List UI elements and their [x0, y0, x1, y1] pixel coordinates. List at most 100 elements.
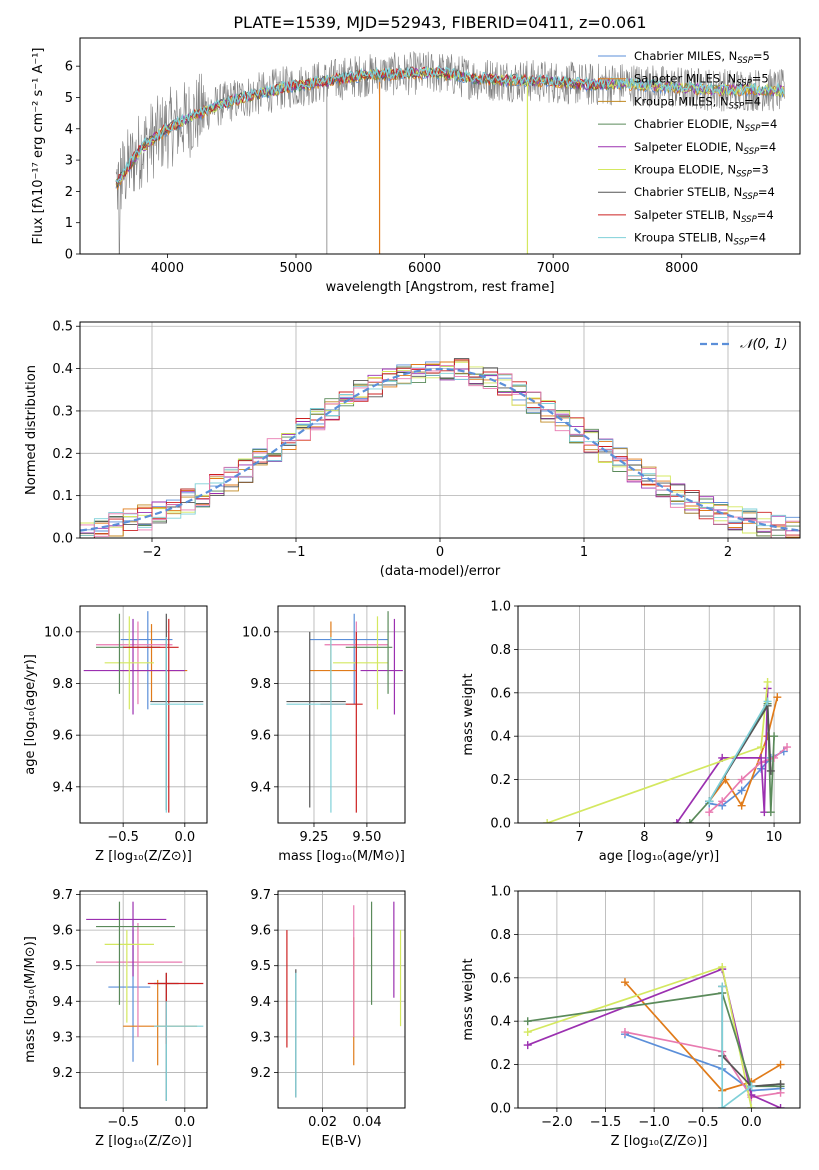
x-tick-label: 5000: [279, 261, 312, 276]
x-tick-label: −1: [286, 545, 305, 560]
panel-weight_vs_age: 7 8 9 10 0.0 0.2 0.4 0.6 0.8 1.0 age [log₁₀(age/yr…: [461, 600, 801, 864]
y-tick-label: 0.6: [490, 971, 511, 986]
weight-marker: [770, 732, 779, 741]
weight-marker: [620, 978, 629, 987]
legend-subscript: SSP: [729, 101, 745, 111]
legend-label: Salpeter ELODIE, N: [634, 140, 744, 154]
x-tick-label: 0.04: [353, 1115, 382, 1130]
x-tick-label: −0.5: [687, 1115, 719, 1130]
x-tick-label: −2.0: [541, 1115, 573, 1130]
weight-marker: [763, 697, 772, 706]
x-tick-label: −0.5: [107, 830, 139, 845]
weight-line-kroupa-stelib: [708, 701, 769, 802]
legend-subscript: SSP: [745, 124, 761, 134]
y-tick-label: 0.4: [52, 362, 73, 377]
legend-count: =4: [758, 185, 775, 199]
legend-count: =4: [759, 140, 776, 154]
y-tick-label: 0.8: [490, 643, 511, 658]
weight-marker: [766, 766, 775, 775]
y-tick-label: 4: [65, 122, 73, 137]
model-line-salpeter-stelib: [115, 66, 607, 184]
weight-marker: [718, 797, 727, 806]
y-tick-label: 9.3: [250, 1030, 271, 1045]
weight-marker: [705, 808, 714, 817]
legend-entry: Salpeter ELODIE, NSSP=4: [634, 140, 776, 157]
x-axis-label: (data-model)/error: [380, 564, 501, 579]
model-line-chabrier-stelib: [115, 66, 607, 188]
weight-marker: [705, 797, 714, 806]
legend-label: Chabrier ELODIE, N: [634, 117, 745, 131]
figure-title: PLATE=1539, MJD=52943, FIBERID=0411, z=0…: [233, 13, 646, 32]
y-axis-label: Normed distribution: [24, 365, 39, 495]
weight-marker: [766, 808, 775, 817]
weight-marker: [747, 1082, 756, 1091]
weight-marker: [757, 753, 766, 762]
legend-entry: Chabrier ELODIE, NSSP=4: [634, 117, 777, 134]
y-tick-label: 0.5: [52, 320, 73, 335]
grid: [80, 606, 207, 823]
x-tick-label: 0: [436, 545, 444, 560]
panel-age_vs_mass: 9.25 9.50 9.4 9.6 9.8 10.0 mass [log₁₀(M/M⊙)]: [242, 605, 406, 864]
y-axis-label: mass weight: [461, 673, 476, 755]
y-tick-label: 2: [65, 185, 73, 200]
legend-count: =4: [757, 208, 774, 222]
axes-frame: [79, 37, 801, 255]
weight-line-pink: [624, 1031, 781, 1099]
y-tick-label: 9.4: [250, 995, 271, 1010]
legend-entry: Chabrier MILES, NSSP=5: [634, 49, 770, 66]
legend-label: Kroupa ELODIE, N: [634, 163, 736, 177]
x-tick-label: 9.50: [352, 830, 381, 845]
weight-marker: [776, 1060, 785, 1069]
weight-marker: [718, 962, 727, 971]
panel-residuals: −2 −1 0 1 2 0.0 0.1 0.2 0.3 0.4 0.5 (data-model)/er…: [24, 320, 801, 579]
legend-count: =5: [752, 72, 769, 86]
x-axis-label: mass [log₁₀(M/M⊙)]: [278, 849, 405, 864]
legend-label: Salpeter STELIB, N: [634, 208, 741, 222]
y-tick-label: 0.0: [490, 1102, 511, 1117]
y-tick-label: 0.2: [52, 447, 73, 462]
legend-entry: Kroupa ELODIE, NSSP=3: [634, 163, 769, 180]
axes-frame: [79, 321, 801, 539]
grid: [518, 890, 800, 1109]
grid: [80, 891, 207, 1108]
plot-area: [80, 358, 800, 538]
legend-label: Kroupa STELIB, N: [634, 231, 734, 245]
panel-mass_vs_EBV: 0.02 0.04 9.2 9.3 9.4 9.5 9.6 9.7 E(B-V): [250, 888, 406, 1149]
y-tick-label: 9.8: [250, 677, 271, 692]
weight-marker: [737, 786, 746, 795]
weight-marker: [737, 775, 746, 784]
x-tick-label: 2: [724, 545, 732, 560]
legend-entry: Kroupa MILES, NSSP=4: [634, 94, 761, 111]
plot-area: [83, 611, 204, 813]
y-tick-label: 0: [65, 248, 73, 263]
x-axis-label: Z [log₁₀(Z/Z⊙)]: [95, 849, 192, 864]
weight-marker: [523, 1017, 532, 1026]
weight-marker: [776, 1080, 785, 1089]
y-tick-label: 9.4: [250, 780, 271, 795]
y-tick-label: 0.4: [490, 1015, 511, 1030]
axes-frame: [79, 890, 208, 1109]
plot-area: [115, 50, 785, 254]
weight-marker: [672, 819, 681, 823]
x-tick-label: 0.0: [741, 1115, 762, 1130]
y-axis-label: Flux [fλ10⁻¹⁷ erg cm⁻² s⁻¹ A⁻¹]: [31, 48, 46, 245]
x-tick-label: 10: [766, 830, 783, 845]
axes-frame: [277, 605, 406, 824]
weight-marker: [747, 1104, 756, 1108]
plot-area: [523, 962, 785, 1108]
legend-entry: Kroupa STELIB, NSSP=4: [634, 231, 766, 248]
weight-marker: [757, 743, 766, 752]
weight-marker: [718, 982, 727, 991]
legend-subscript: SSP: [736, 79, 752, 89]
weight-line-salpeter-miles: [624, 981, 782, 1092]
legend-label: Salpeter MILES, N: [634, 72, 736, 86]
histogram-chabrier-stelib: [80, 358, 800, 538]
weight-marker: [685, 819, 694, 823]
x-tick-label: 0.02: [308, 1115, 337, 1130]
legend-entry: Chabrier STELIB, NSSP=4: [634, 185, 775, 202]
legend-subscript: SSP: [742, 192, 758, 202]
y-tick-label: 9.5: [250, 959, 271, 974]
x-tick-label: 1: [580, 545, 588, 560]
x-tick-label: 4000: [151, 261, 184, 276]
